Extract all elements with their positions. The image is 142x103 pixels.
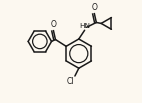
Text: Cl: Cl bbox=[66, 77, 74, 86]
Text: O: O bbox=[91, 3, 97, 12]
Text: HN: HN bbox=[79, 23, 90, 29]
Text: O: O bbox=[51, 20, 56, 29]
